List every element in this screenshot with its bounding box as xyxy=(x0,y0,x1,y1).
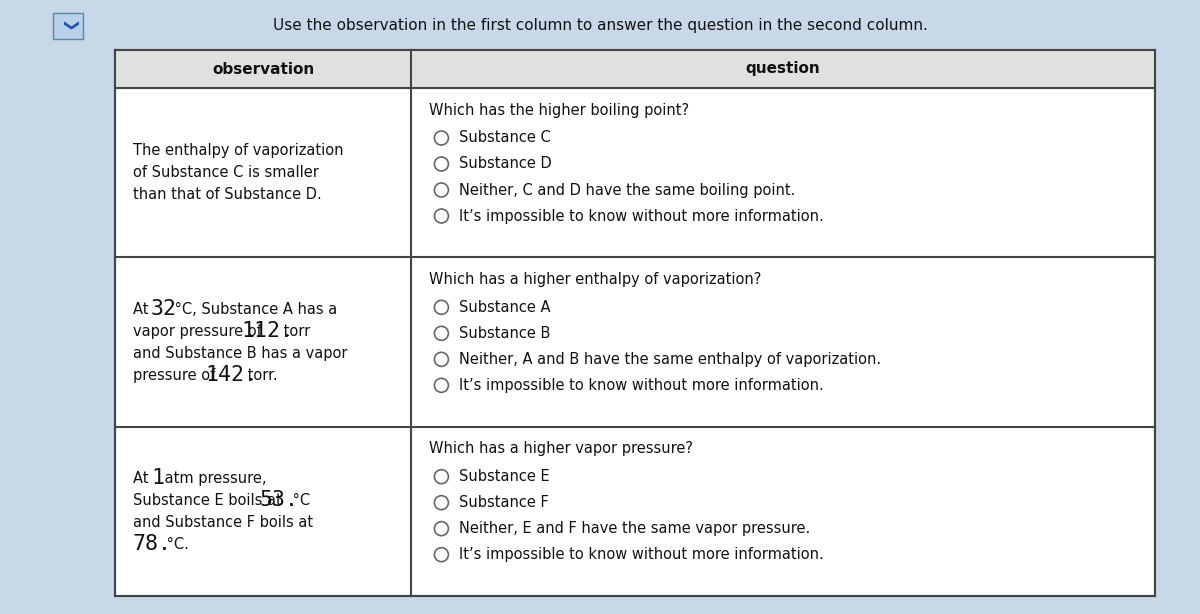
Text: 112.: 112. xyxy=(241,321,293,341)
Text: 53.: 53. xyxy=(259,491,298,510)
Text: Which has a higher enthalpy of vaporization?: Which has a higher enthalpy of vaporizat… xyxy=(430,272,762,287)
Text: Substance D: Substance D xyxy=(460,157,552,171)
Bar xyxy=(115,50,1154,596)
Text: vapor pressure of: vapor pressure of xyxy=(133,324,266,338)
Text: ❯: ❯ xyxy=(60,20,76,33)
Text: °C.: °C. xyxy=(162,537,188,552)
Text: At: At xyxy=(133,471,154,486)
Text: 32: 32 xyxy=(151,299,178,319)
Text: °C, Substance A has a: °C, Substance A has a xyxy=(170,301,337,316)
Text: At: At xyxy=(133,301,154,316)
Text: observation: observation xyxy=(212,61,314,77)
Text: Substance C: Substance C xyxy=(460,131,551,146)
Text: torr: torr xyxy=(278,324,311,338)
Text: Substance E: Substance E xyxy=(460,469,550,484)
Text: Substance F: Substance F xyxy=(460,495,550,510)
Text: It’s impossible to know without more information.: It’s impossible to know without more inf… xyxy=(460,378,824,393)
Text: 142.: 142. xyxy=(205,365,257,385)
Text: Substance B: Substance B xyxy=(460,326,551,341)
Text: Which has a higher vapor pressure?: Which has a higher vapor pressure? xyxy=(430,441,694,456)
Text: It’s impossible to know without more information.: It’s impossible to know without more inf… xyxy=(460,547,824,562)
Text: atm pressure,: atm pressure, xyxy=(161,471,266,486)
Text: and Substance B has a vapor: and Substance B has a vapor xyxy=(133,346,348,360)
Text: 1: 1 xyxy=(151,468,164,488)
Text: pressure of: pressure of xyxy=(133,368,220,383)
Text: than that of Substance D.: than that of Substance D. xyxy=(133,187,322,202)
Text: Neither, E and F have the same vapor pressure.: Neither, E and F have the same vapor pre… xyxy=(460,521,811,536)
Text: Neither, C and D have the same boiling point.: Neither, C and D have the same boiling p… xyxy=(460,182,796,198)
Text: Substance E boils at: Substance E boils at xyxy=(133,493,287,508)
FancyBboxPatch shape xyxy=(53,13,83,39)
Text: °C: °C xyxy=(288,493,310,508)
Text: and Substance F boils at: and Substance F boils at xyxy=(133,515,313,530)
Text: of Substance C is smaller: of Substance C is smaller xyxy=(133,165,319,180)
Bar xyxy=(115,50,1154,88)
Text: 78.: 78. xyxy=(133,534,172,554)
Text: Substance A: Substance A xyxy=(460,300,551,315)
Text: torr.: torr. xyxy=(242,368,277,383)
Text: question: question xyxy=(746,61,821,77)
Text: It’s impossible to know without more information.: It’s impossible to know without more inf… xyxy=(460,209,824,223)
Text: Which has the higher boiling point?: Which has the higher boiling point? xyxy=(430,103,690,117)
Text: Use the observation in the first column to answer the question in the second col: Use the observation in the first column … xyxy=(272,18,928,33)
Text: Neither, A and B have the same enthalpy of vaporization.: Neither, A and B have the same enthalpy … xyxy=(460,352,882,367)
Text: The enthalpy of vaporization: The enthalpy of vaporization xyxy=(133,143,343,158)
